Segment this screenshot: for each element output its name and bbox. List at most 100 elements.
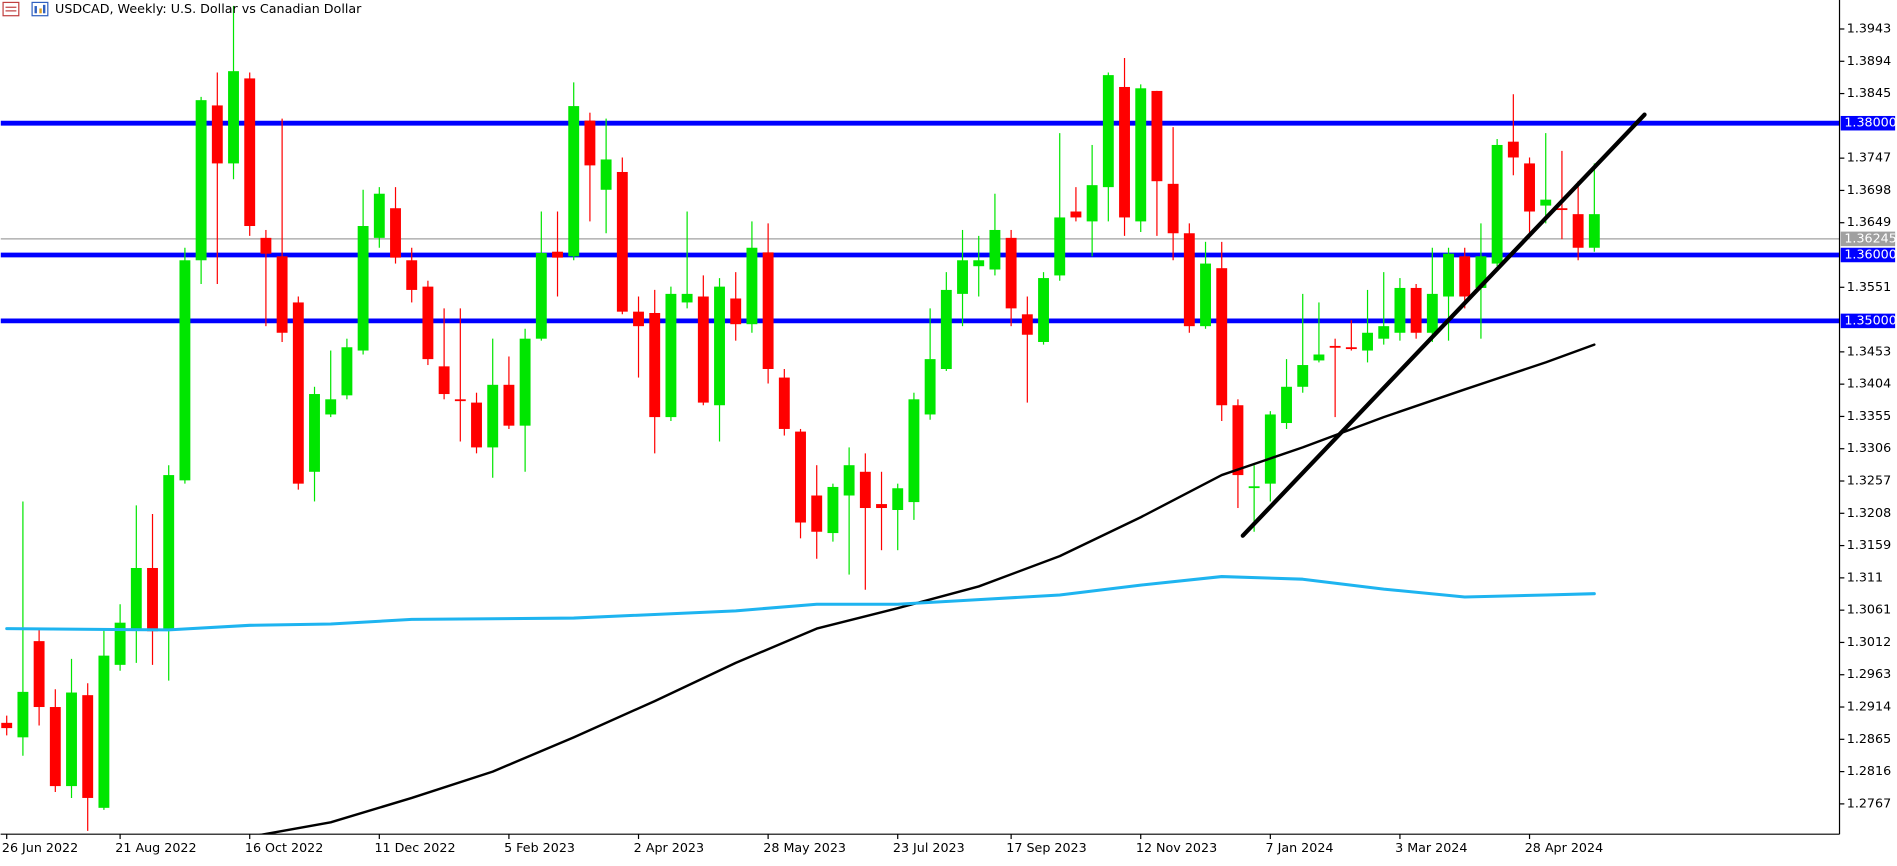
candle-body xyxy=(1345,347,1357,350)
candle-body xyxy=(843,465,855,496)
candle-body xyxy=(1507,141,1519,158)
y-tick-label: 1.3208 xyxy=(1847,505,1891,520)
y-tick-label: 1.3698 xyxy=(1847,182,1891,197)
candle-body xyxy=(989,229,1001,270)
candle-body xyxy=(276,256,288,333)
y-tick-label: 1.2767 xyxy=(1847,795,1891,810)
candle-body xyxy=(1183,233,1195,327)
candle-body xyxy=(1021,314,1033,335)
candle-body xyxy=(17,691,29,738)
candle-body xyxy=(649,312,661,418)
x-tick-label: 28 May 2023 xyxy=(763,840,846,855)
candle-body xyxy=(341,347,353,396)
candle-body xyxy=(130,567,142,629)
candle-body xyxy=(535,253,547,339)
candle-body xyxy=(1,722,13,729)
candle-body xyxy=(714,286,725,406)
candle-body xyxy=(924,359,936,415)
price-label-box xyxy=(1840,247,1896,263)
icon xyxy=(2,1,20,17)
candle-body xyxy=(454,399,466,402)
candle-body xyxy=(1394,287,1406,333)
candle-body xyxy=(859,471,871,509)
candle-body xyxy=(600,159,612,190)
candle-body xyxy=(876,504,887,509)
candle-body xyxy=(681,293,693,303)
candle-body xyxy=(1102,75,1114,188)
candle-body xyxy=(552,251,563,258)
candle-body xyxy=(422,286,434,360)
candle-body xyxy=(1329,345,1341,348)
candle-body xyxy=(1054,217,1066,276)
candle-body xyxy=(1070,211,1082,218)
candle-body xyxy=(519,338,531,426)
candle-body xyxy=(908,399,920,503)
price-label: 1.35000 xyxy=(1844,312,1896,327)
price-label-box xyxy=(1840,231,1896,247)
candle-body xyxy=(487,384,499,448)
candle-body xyxy=(503,384,515,426)
candle-body xyxy=(1475,256,1487,288)
candle-body xyxy=(357,226,369,351)
candle-body xyxy=(1232,405,1244,476)
candle-body xyxy=(973,260,985,267)
candle-body xyxy=(746,247,758,325)
x-tick-label: 16 Oct 2022 xyxy=(245,840,323,855)
candle-body xyxy=(309,394,320,472)
candle-body xyxy=(730,298,742,325)
candle-body xyxy=(114,622,126,665)
y-tick-label: 1.3404 xyxy=(1847,376,1891,391)
candle-body xyxy=(1572,214,1584,248)
candle-body xyxy=(66,692,77,787)
candle-body xyxy=(390,208,401,258)
candle-body xyxy=(471,402,482,448)
y-tick-label: 1.3306 xyxy=(1847,440,1891,455)
candle-body xyxy=(325,399,337,415)
candle-body xyxy=(1248,486,1260,489)
candle-body xyxy=(292,302,304,484)
price-label-box xyxy=(1840,313,1896,329)
price-label: 1.36245 xyxy=(1844,230,1896,245)
candle-body xyxy=(195,100,207,261)
x-tick-label: 26 Jun 2022 xyxy=(2,840,78,855)
candle-body xyxy=(1216,268,1228,406)
overlay-line xyxy=(1240,112,1647,538)
y-tick-label: 1.3257 xyxy=(1847,473,1891,488)
candle-body xyxy=(1200,263,1211,327)
candle-body xyxy=(633,311,644,327)
x-tick-label: 2 Apr 2023 xyxy=(634,840,704,855)
x-tick-label: 5 Feb 2023 xyxy=(504,840,575,855)
y-tick-label: 1.3453 xyxy=(1847,343,1891,358)
price-label: 1.36000 xyxy=(1844,247,1896,262)
candle-body xyxy=(1362,332,1373,351)
candle-body xyxy=(1378,326,1390,339)
y-tick-label: 1.311 xyxy=(1847,569,1883,584)
price-label: 1.38000 xyxy=(1844,115,1896,130)
candle-body xyxy=(147,567,158,632)
toolbar-icons xyxy=(2,1,49,17)
candle-body xyxy=(406,260,418,290)
price-label-box xyxy=(1840,115,1896,131)
candle-body xyxy=(827,486,839,534)
candle-body xyxy=(260,237,272,254)
candle-body xyxy=(244,78,256,227)
y-tick-label: 1.3012 xyxy=(1847,634,1891,649)
candle-body xyxy=(98,655,110,808)
x-tick-label: 3 Mar 2024 xyxy=(1395,840,1467,855)
candle-body xyxy=(163,475,175,629)
candle-body xyxy=(665,293,677,418)
candle-body xyxy=(228,71,239,164)
y-tick-label: 1.2914 xyxy=(1847,699,1891,714)
candle-body xyxy=(33,641,45,708)
y-tick-label: 1.3649 xyxy=(1847,214,1891,229)
y-tick-label: 1.3894 xyxy=(1847,53,1891,68)
candle-body xyxy=(1119,86,1130,218)
x-tick-label: 12 Nov 2023 xyxy=(1136,840,1217,855)
x-tick-label: 11 Dec 2022 xyxy=(374,840,455,855)
plot-area xyxy=(0,5,1840,835)
candle-body xyxy=(762,252,774,369)
candle-body xyxy=(1281,386,1292,424)
candle-body xyxy=(1524,163,1535,212)
